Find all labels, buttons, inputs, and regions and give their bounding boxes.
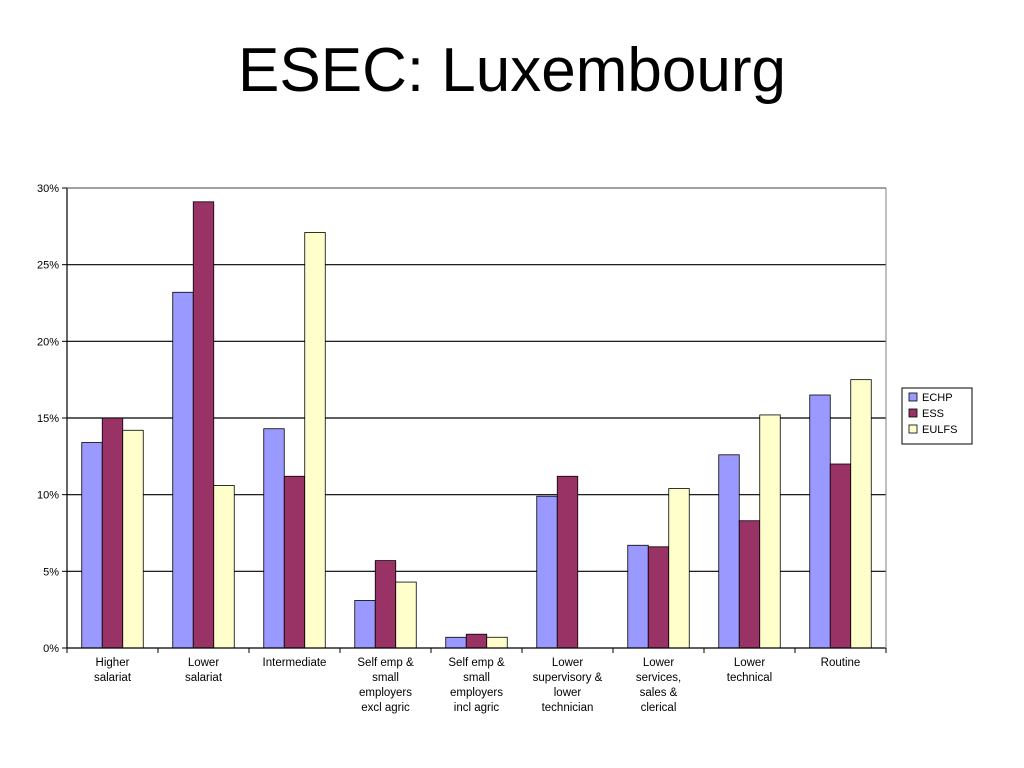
bar-ess-0 (101, 417, 124, 649)
category-label: Higher salariat (94, 657, 132, 684)
bar-eulfs-7 (759, 414, 781, 649)
bar-eulfs-2 (304, 232, 326, 649)
bar-eulfs-0 (122, 429, 144, 649)
y-tick-label: 5% (43, 566, 59, 578)
y-tick-label: 30% (37, 183, 59, 195)
y-tick-labels: 0% 5% 10% 15% 20% 25% 30% (37, 183, 59, 655)
legend-swatch-ess (908, 408, 918, 418)
bar-echp-7 (718, 454, 740, 649)
bar-ess-8 (829, 463, 852, 649)
category-label: Lower salariat (185, 657, 223, 684)
bar-echp-6 (627, 544, 649, 649)
legend-label-ess: ESS (922, 408, 944, 420)
category-labels: Higher salariat Lower salariat Intermediate S… (94, 657, 860, 714)
y-tick-label: 25% (37, 260, 59, 272)
category-label: Self emp & small employers excl agric (357, 657, 414, 714)
legend-label-echp: ECHP (922, 392, 953, 404)
legend-swatch-echp (908, 392, 918, 402)
bar-echp-4 (445, 636, 467, 649)
bar-echp-2 (263, 428, 285, 649)
bar-ess-4 (465, 633, 488, 649)
bar-echp-8 (809, 394, 831, 649)
bar-echp-1 (172, 291, 194, 649)
y-tick-label: 0% (43, 643, 59, 655)
category-label: Self emp & small employers incl agric (448, 657, 505, 714)
bar-eulfs-1 (213, 485, 235, 649)
y-tick-label: 10% (37, 490, 59, 502)
bars (81, 201, 872, 649)
bar-eulfs-3 (395, 581, 417, 649)
bar-ess-7 (738, 520, 761, 649)
bar-echp-5 (536, 495, 558, 649)
category-label: Lower services, sales & clerical (636, 657, 681, 714)
bar-ess-2 (283, 475, 306, 649)
bar-eulfs-4 (486, 636, 508, 649)
legend-swatch-eulfs (908, 424, 918, 434)
bar-ess-5 (556, 475, 579, 649)
bar-ess-3 (374, 560, 397, 649)
y-tick-label: 20% (37, 336, 59, 348)
legend-label-eulfs: EULFS (922, 424, 957, 436)
category-label: Lower supervisory & lower technician (533, 657, 603, 714)
bar-echp-0 (81, 442, 103, 649)
y-tick-label: 15% (37, 413, 59, 425)
category-label: Intermediate (263, 657, 327, 669)
bar-ess-1 (192, 201, 215, 649)
category-label: Lower technical (727, 657, 772, 684)
bar-eulfs-8 (850, 379, 872, 649)
axes (62, 187, 887, 653)
bar-echp-3 (354, 600, 376, 649)
bar-ess-6 (647, 546, 670, 649)
category-label: Routine (821, 657, 861, 669)
legend: ECHP ESS EULFS (901, 387, 973, 445)
bar-eulfs-6 (668, 488, 690, 649)
slide-title: ESEC: Luxembourg (238, 36, 786, 105)
